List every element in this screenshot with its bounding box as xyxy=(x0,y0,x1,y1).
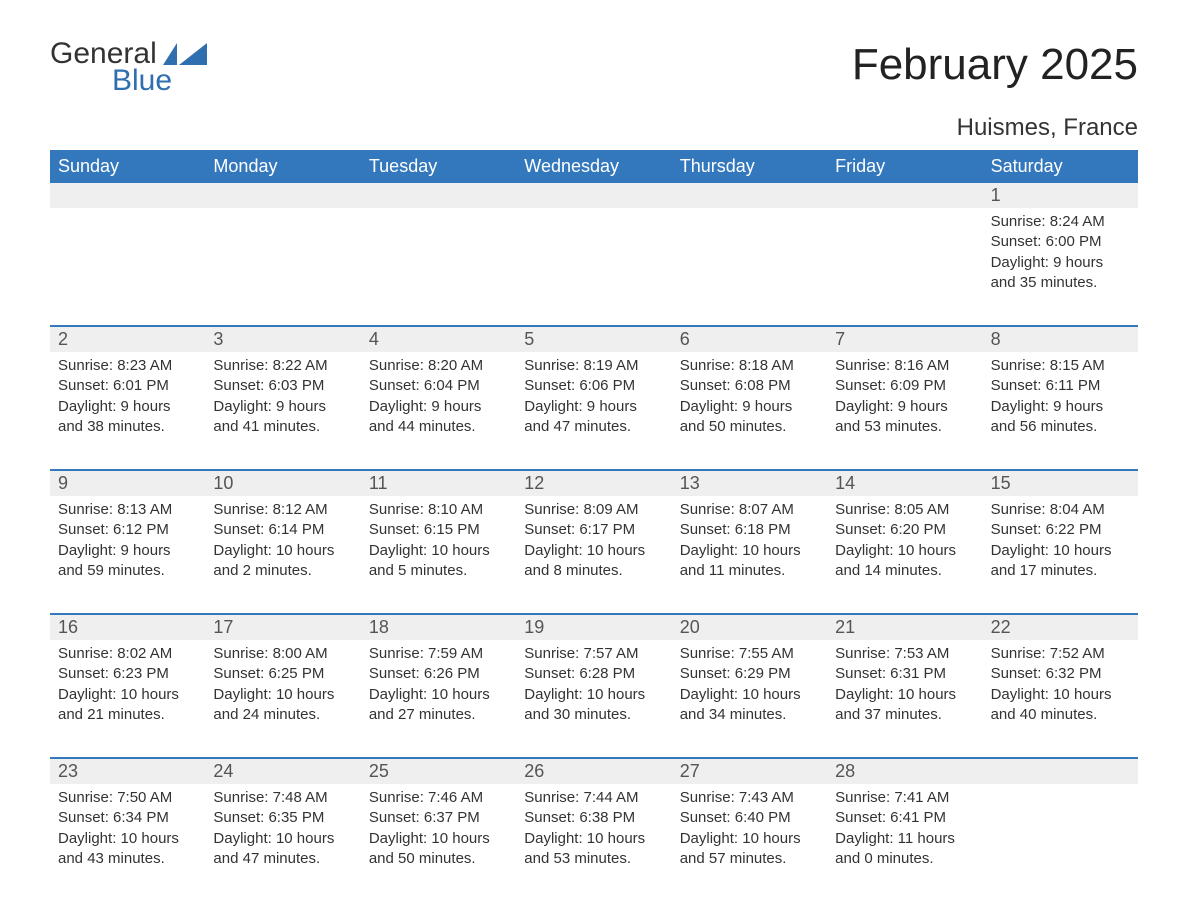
day-details: Sunrise: 7:44 AM Sunset: 6:38 PM Dayligh… xyxy=(516,784,671,897)
day-details: Sunrise: 7:48 AM Sunset: 6:35 PM Dayligh… xyxy=(205,784,360,897)
day-number: 21 xyxy=(827,615,982,640)
day-details: Sunrise: 8:09 AM Sunset: 6:17 PM Dayligh… xyxy=(516,496,671,609)
day-number: 7 xyxy=(827,327,982,352)
day-number: 1 xyxy=(983,183,1138,208)
day-details xyxy=(983,784,1138,897)
day-details xyxy=(672,208,827,321)
day-details xyxy=(516,208,671,321)
calendar-table: Sunday Monday Tuesday Wednesday Thursday… xyxy=(50,150,1138,897)
day-number: 8 xyxy=(983,327,1138,352)
day-number: 16 xyxy=(50,615,205,640)
daynum-row: 9101112131415 xyxy=(50,471,1138,496)
day-details: Sunrise: 8:00 AM Sunset: 6:25 PM Dayligh… xyxy=(205,640,360,753)
day-number: 19 xyxy=(516,615,671,640)
brand-logo: General Blue xyxy=(50,40,207,94)
day-number: 27 xyxy=(672,759,827,784)
weekday-header-row: Sunday Monday Tuesday Wednesday Thursday… xyxy=(50,150,1138,183)
daynum-row: 232425262728 xyxy=(50,759,1138,784)
day-number: 24 xyxy=(205,759,360,784)
day-number: 6 xyxy=(672,327,827,352)
day-number: 4 xyxy=(361,327,516,352)
daynum-row: 1 xyxy=(50,183,1138,208)
day-number: 2 xyxy=(50,327,205,352)
details-row: Sunrise: 8:24 AM Sunset: 6:00 PM Dayligh… xyxy=(50,208,1138,321)
day-details: Sunrise: 8:18 AM Sunset: 6:08 PM Dayligh… xyxy=(672,352,827,465)
weekday-sunday: Sunday xyxy=(50,150,205,183)
day-details: Sunrise: 8:12 AM Sunset: 6:14 PM Dayligh… xyxy=(205,496,360,609)
day-details: Sunrise: 7:53 AM Sunset: 6:31 PM Dayligh… xyxy=(827,640,982,753)
day-details: Sunrise: 8:04 AM Sunset: 6:22 PM Dayligh… xyxy=(983,496,1138,609)
daynum-row: 16171819202122 xyxy=(50,615,1138,640)
day-details: Sunrise: 8:19 AM Sunset: 6:06 PM Dayligh… xyxy=(516,352,671,465)
day-details xyxy=(50,208,205,321)
day-details xyxy=(827,208,982,321)
day-details: Sunrise: 7:41 AM Sunset: 6:41 PM Dayligh… xyxy=(827,784,982,897)
day-number: 13 xyxy=(672,471,827,496)
weekday-monday: Monday xyxy=(205,150,360,183)
details-row: Sunrise: 8:02 AM Sunset: 6:23 PM Dayligh… xyxy=(50,640,1138,753)
weekday-friday: Friday xyxy=(827,150,982,183)
day-number: 15 xyxy=(983,471,1138,496)
location-label: Huismes, France xyxy=(50,114,1138,142)
day-number: 14 xyxy=(827,471,982,496)
flag-icon xyxy=(163,43,207,65)
day-details: Sunrise: 7:55 AM Sunset: 6:29 PM Dayligh… xyxy=(672,640,827,753)
day-details: Sunrise: 8:07 AM Sunset: 6:18 PM Dayligh… xyxy=(672,496,827,609)
day-number: 20 xyxy=(672,615,827,640)
day-details: Sunrise: 8:20 AM Sunset: 6:04 PM Dayligh… xyxy=(361,352,516,465)
day-number xyxy=(983,759,1138,784)
day-details: Sunrise: 8:23 AM Sunset: 6:01 PM Dayligh… xyxy=(50,352,205,465)
day-details: Sunrise: 7:59 AM Sunset: 6:26 PM Dayligh… xyxy=(361,640,516,753)
day-number xyxy=(50,183,205,208)
weekday-thursday: Thursday xyxy=(672,150,827,183)
day-details: Sunrise: 8:02 AM Sunset: 6:23 PM Dayligh… xyxy=(50,640,205,753)
details-row: Sunrise: 8:23 AM Sunset: 6:01 PM Dayligh… xyxy=(50,352,1138,465)
daynum-row: 2345678 xyxy=(50,327,1138,352)
day-number: 28 xyxy=(827,759,982,784)
brand-general: General xyxy=(50,40,157,67)
day-number: 17 xyxy=(205,615,360,640)
day-number: 5 xyxy=(516,327,671,352)
day-number xyxy=(516,183,671,208)
day-number: 22 xyxy=(983,615,1138,640)
day-details: Sunrise: 8:05 AM Sunset: 6:20 PM Dayligh… xyxy=(827,496,982,609)
details-row: Sunrise: 7:50 AM Sunset: 6:34 PM Dayligh… xyxy=(50,784,1138,897)
day-details: Sunrise: 8:24 AM Sunset: 6:00 PM Dayligh… xyxy=(983,208,1138,321)
day-details: Sunrise: 8:16 AM Sunset: 6:09 PM Dayligh… xyxy=(827,352,982,465)
day-details: Sunrise: 8:22 AM Sunset: 6:03 PM Dayligh… xyxy=(205,352,360,465)
day-number: 9 xyxy=(50,471,205,496)
details-row: Sunrise: 8:13 AM Sunset: 6:12 PM Dayligh… xyxy=(50,496,1138,609)
brand-blue: Blue xyxy=(112,67,207,94)
day-details: Sunrise: 7:46 AM Sunset: 6:37 PM Dayligh… xyxy=(361,784,516,897)
day-number: 26 xyxy=(516,759,671,784)
day-details: Sunrise: 8:15 AM Sunset: 6:11 PM Dayligh… xyxy=(983,352,1138,465)
day-number xyxy=(361,183,516,208)
day-details: Sunrise: 7:57 AM Sunset: 6:28 PM Dayligh… xyxy=(516,640,671,753)
day-number xyxy=(205,183,360,208)
day-number: 3 xyxy=(205,327,360,352)
day-number: 11 xyxy=(361,471,516,496)
day-details: Sunrise: 7:43 AM Sunset: 6:40 PM Dayligh… xyxy=(672,784,827,897)
day-details: Sunrise: 7:52 AM Sunset: 6:32 PM Dayligh… xyxy=(983,640,1138,753)
day-number: 12 xyxy=(516,471,671,496)
day-number xyxy=(827,183,982,208)
day-number: 18 xyxy=(361,615,516,640)
weekday-saturday: Saturday xyxy=(983,150,1138,183)
day-number: 10 xyxy=(205,471,360,496)
weekday-wednesday: Wednesday xyxy=(516,150,671,183)
day-details: Sunrise: 8:13 AM Sunset: 6:12 PM Dayligh… xyxy=(50,496,205,609)
month-title: February 2025 xyxy=(852,40,1138,90)
day-number: 25 xyxy=(361,759,516,784)
day-number xyxy=(672,183,827,208)
day-details xyxy=(205,208,360,321)
day-details: Sunrise: 8:10 AM Sunset: 6:15 PM Dayligh… xyxy=(361,496,516,609)
weekday-tuesday: Tuesday xyxy=(361,150,516,183)
day-details xyxy=(361,208,516,321)
day-number: 23 xyxy=(50,759,205,784)
day-details: Sunrise: 7:50 AM Sunset: 6:34 PM Dayligh… xyxy=(50,784,205,897)
